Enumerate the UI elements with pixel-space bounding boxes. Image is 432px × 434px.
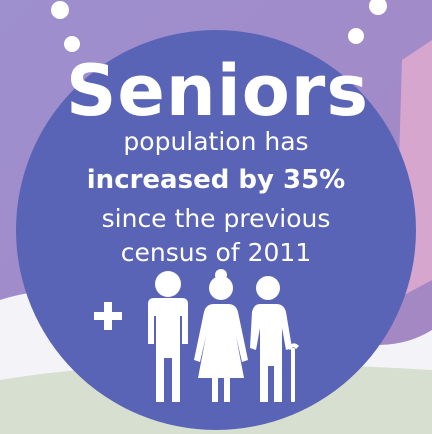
text-line-1: population has (123, 127, 309, 156)
plus-icon (94, 302, 122, 330)
senior-man-icon (148, 271, 188, 402)
senior-cane-man-icon (250, 276, 299, 402)
seniors-illustration (94, 269, 299, 402)
decor-dot (348, 28, 364, 44)
text-line-2-emphasis: increased by 35% (86, 165, 346, 195)
main-circle (16, 30, 416, 430)
text-line-3: since the previous (101, 204, 331, 233)
seniors-group-icon (148, 269, 299, 402)
senior-woman-icon (194, 269, 248, 402)
headline-seniors: Seniors (66, 50, 369, 132)
decor-dot (64, 36, 80, 52)
text-line-4: census of 2011 (120, 238, 312, 267)
decor-dot (369, 0, 387, 15)
decor-dot (51, 1, 69, 19)
